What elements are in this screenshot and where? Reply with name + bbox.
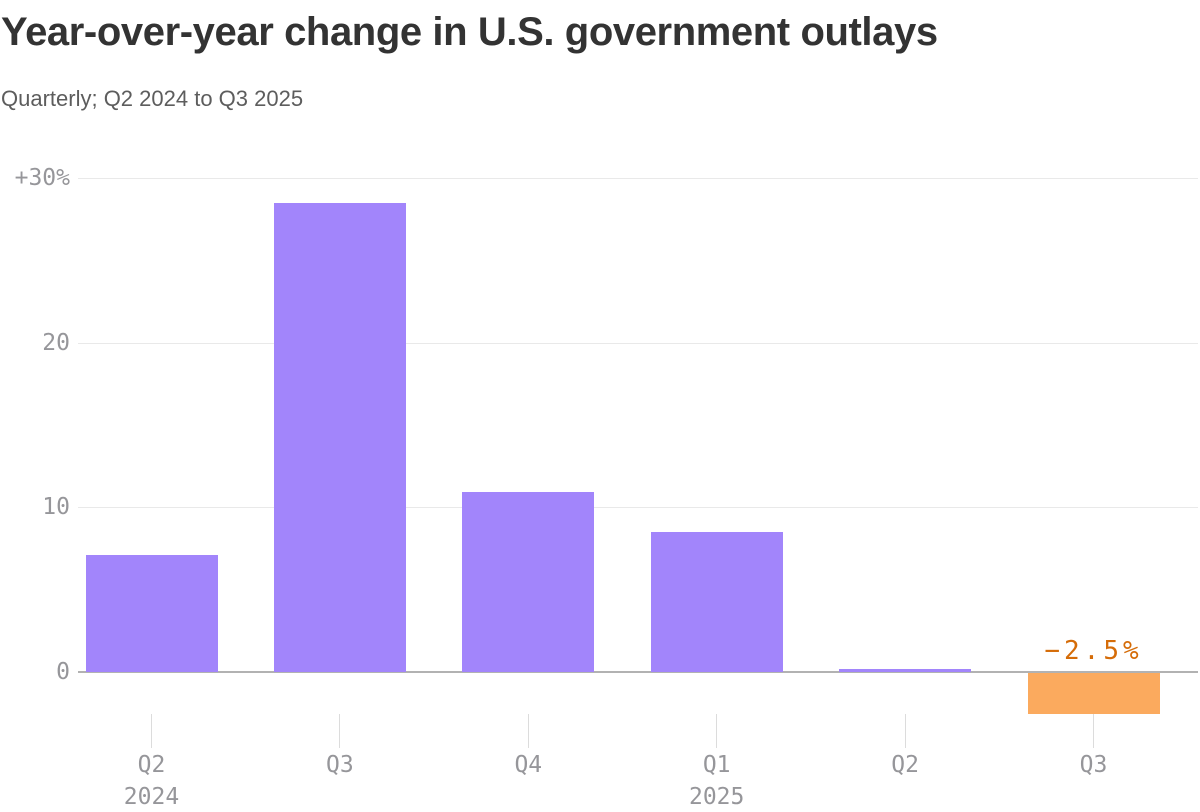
y-gridline [78,177,1198,179]
x-axis-tick-mark [339,714,341,748]
y-gridline [78,507,1198,509]
bar-q3 [273,202,406,672]
x-axis-tick-mark [1093,714,1094,748]
zero-baseline [78,671,1198,673]
y-gridline [78,342,1198,344]
chart-title: Year-over-year change in U.S. government… [1,10,938,54]
x-axis-year-label: 2025 [688,784,745,810]
x-axis-tick-mark [904,714,906,748]
x-axis-quarter-label: Q3 [326,752,354,778]
x-axis-quarter-label: Q3 [1079,752,1108,778]
y-axis-tick-label: +30% [14,164,70,191]
x-axis-quarter-label: Q2 [891,752,919,778]
x-axis-tick-mark [527,714,529,748]
y-axis-tick-label: 10 [42,494,70,521]
bar-q4 [462,492,595,672]
y-axis-tick-label: 20 [42,329,70,356]
x-axis-year-label: 2024 [123,784,180,810]
x-axis-tick-mark [151,714,152,748]
x-axis-tick-mark [716,714,718,748]
y-axis-tick-label: 0 [56,659,70,685]
bar-q1-2025 [650,532,783,672]
bar-q2-2024 [85,555,218,672]
x-axis-quarter-label: Q1 [702,752,731,778]
bar-value-label: −2.5% [1044,636,1143,666]
x-axis-quarter-label: Q4 [514,752,543,778]
chart-subtitle: Quarterly; Q2 2024 to Q3 2025 [1,86,304,111]
bar-q2 [839,668,972,672]
bar-q3 [1027,673,1160,715]
x-axis-quarter-label: Q2 [137,752,166,778]
